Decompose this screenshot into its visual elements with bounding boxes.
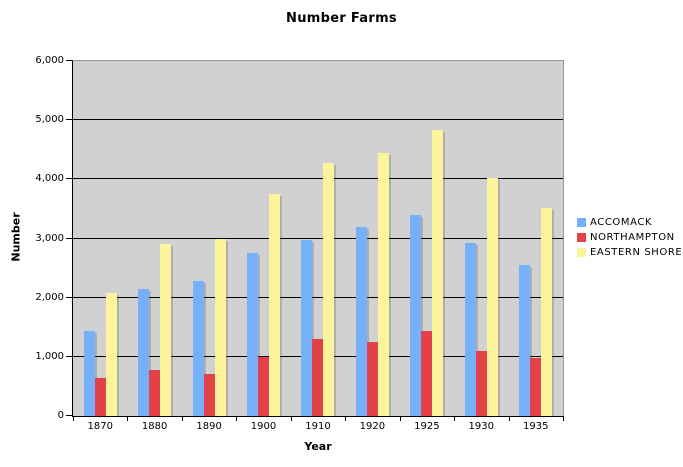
bar-northampton-1880	[149, 370, 161, 416]
y-tick-mark-3000	[66, 237, 72, 239]
x-axis-tick-labels: 1870 1880 1890 1900 1910 1920 1925 1930 1935	[73, 421, 563, 432]
legend-item-eastern-shore: EASTERN SHORE	[577, 247, 682, 258]
y-tick-mark-0	[66, 415, 72, 416]
gridline-4000	[73, 178, 563, 180]
y-tick-mark-5000	[66, 119, 72, 121]
bar-groups	[73, 61, 563, 416]
x-tick-mark-5	[345, 416, 347, 421]
bar-group-1920	[345, 61, 399, 416]
y-tick-label-1000: 1,000	[35, 350, 64, 362]
x-tick-mark-9	[563, 416, 564, 421]
bar-eastern-shore-1910	[323, 163, 335, 416]
bar-group-1910	[291, 61, 345, 416]
y-tick-label-6000: 6,000	[35, 55, 64, 66]
x-tick-label-1870: 1870	[87, 421, 113, 432]
plot-inner	[73, 61, 563, 416]
bar-accomack-1880	[138, 289, 150, 416]
legend-label: EASTERN SHORE	[590, 247, 683, 258]
bar-accomack-1910	[301, 240, 313, 416]
bar-northampton-1935	[530, 358, 542, 416]
bar-accomack-1935	[519, 265, 531, 416]
bar-northampton-1920	[366, 341, 378, 416]
legend-label: NORTHAMPTON	[590, 232, 675, 243]
bar-northampton-1870	[94, 378, 106, 416]
bar-group-1900	[236, 61, 290, 416]
x-tick-label-1910: 1910	[305, 421, 331, 432]
x-tick-mark-6	[399, 416, 401, 421]
legend-swatch-eastern-shore	[577, 248, 586, 257]
bar-northampton-1910	[312, 339, 324, 416]
chart-title: Number Farms	[286, 11, 397, 26]
x-tick-mark-3	[236, 416, 238, 421]
bar-group-1930	[454, 61, 508, 416]
bar-group-1880	[127, 61, 181, 416]
bar-eastern-shore-1920	[377, 152, 389, 416]
bar-group-1925	[400, 61, 454, 416]
y-tick-mark-6000	[66, 60, 72, 61]
bar-accomack-1890	[192, 280, 204, 416]
bar-group-1890	[182, 61, 236, 416]
y-tick-label-4000: 4,000	[35, 173, 64, 185]
gridline-5000	[73, 119, 563, 121]
plot-area	[72, 60, 564, 417]
y-tick-mark-4000	[66, 178, 72, 180]
gridline-2000	[73, 296, 563, 298]
legend-swatch-accomack	[577, 218, 586, 227]
legend-swatch-northampton	[577, 233, 586, 242]
x-tick-label-1925: 1925	[414, 421, 440, 432]
bar-eastern-shore-1930	[486, 177, 498, 416]
bar-accomack-1925	[410, 214, 422, 416]
bar-accomack-1900	[247, 252, 259, 416]
bar-northampton-1900	[258, 357, 270, 416]
x-tick-label-1920: 1920	[359, 421, 386, 432]
y-tick-label-3000: 3,000	[35, 232, 64, 244]
x-tick-label-1890: 1890	[196, 421, 222, 432]
legend-label: ACCOMACK	[590, 217, 653, 228]
bar-eastern-shore-1880	[160, 243, 172, 416]
bar-northampton-1890	[203, 373, 215, 416]
y-tick-mark-1000	[66, 355, 72, 357]
bar-northampton-1930	[475, 350, 487, 416]
x-tick-mark-4	[290, 416, 292, 421]
bar-northampton-1925	[421, 331, 433, 416]
x-tick-label-1880: 1880	[141, 421, 168, 432]
x-tick-label-1930: 1930	[468, 421, 494, 432]
bar-group-1870	[73, 61, 127, 416]
x-axis-title: Year	[304, 440, 332, 453]
x-tick-label-1900: 1900	[250, 421, 277, 432]
bar-eastern-shore-1925	[432, 130, 444, 416]
legend-item-accomack: ACCOMACK	[577, 217, 682, 228]
bar-group-1935	[509, 61, 563, 416]
legend-item-northampton: NORTHAMPTON	[577, 232, 682, 243]
bar-accomack-1870	[83, 330, 95, 416]
y-tick-label-0: 0	[57, 410, 64, 421]
gridline-3000	[73, 237, 563, 239]
bar-eastern-shore-1935	[541, 207, 553, 416]
x-tick-mark-2	[181, 416, 183, 421]
bar-eastern-shore-1900	[269, 194, 281, 416]
bar-accomack-1920	[355, 226, 367, 416]
legend: ACCOMACK NORTHAMPTON EASTERN SHORE	[577, 217, 682, 258]
bar-eastern-shore-1890	[214, 238, 226, 416]
y-tick-label-5000: 5,000	[35, 114, 64, 126]
x-tick-mark-8	[508, 416, 510, 421]
bar-accomack-1930	[464, 243, 476, 416]
y-tick-mark-2000	[66, 296, 72, 298]
bar-eastern-shore-1870	[105, 292, 117, 416]
x-tick-mark-0	[73, 416, 74, 421]
y-tick-label-2000: 2,000	[35, 291, 64, 303]
x-tick-mark-7	[454, 416, 456, 421]
x-tick-mark-1	[127, 416, 129, 421]
x-tick-label-1935: 1935	[522, 421, 549, 432]
